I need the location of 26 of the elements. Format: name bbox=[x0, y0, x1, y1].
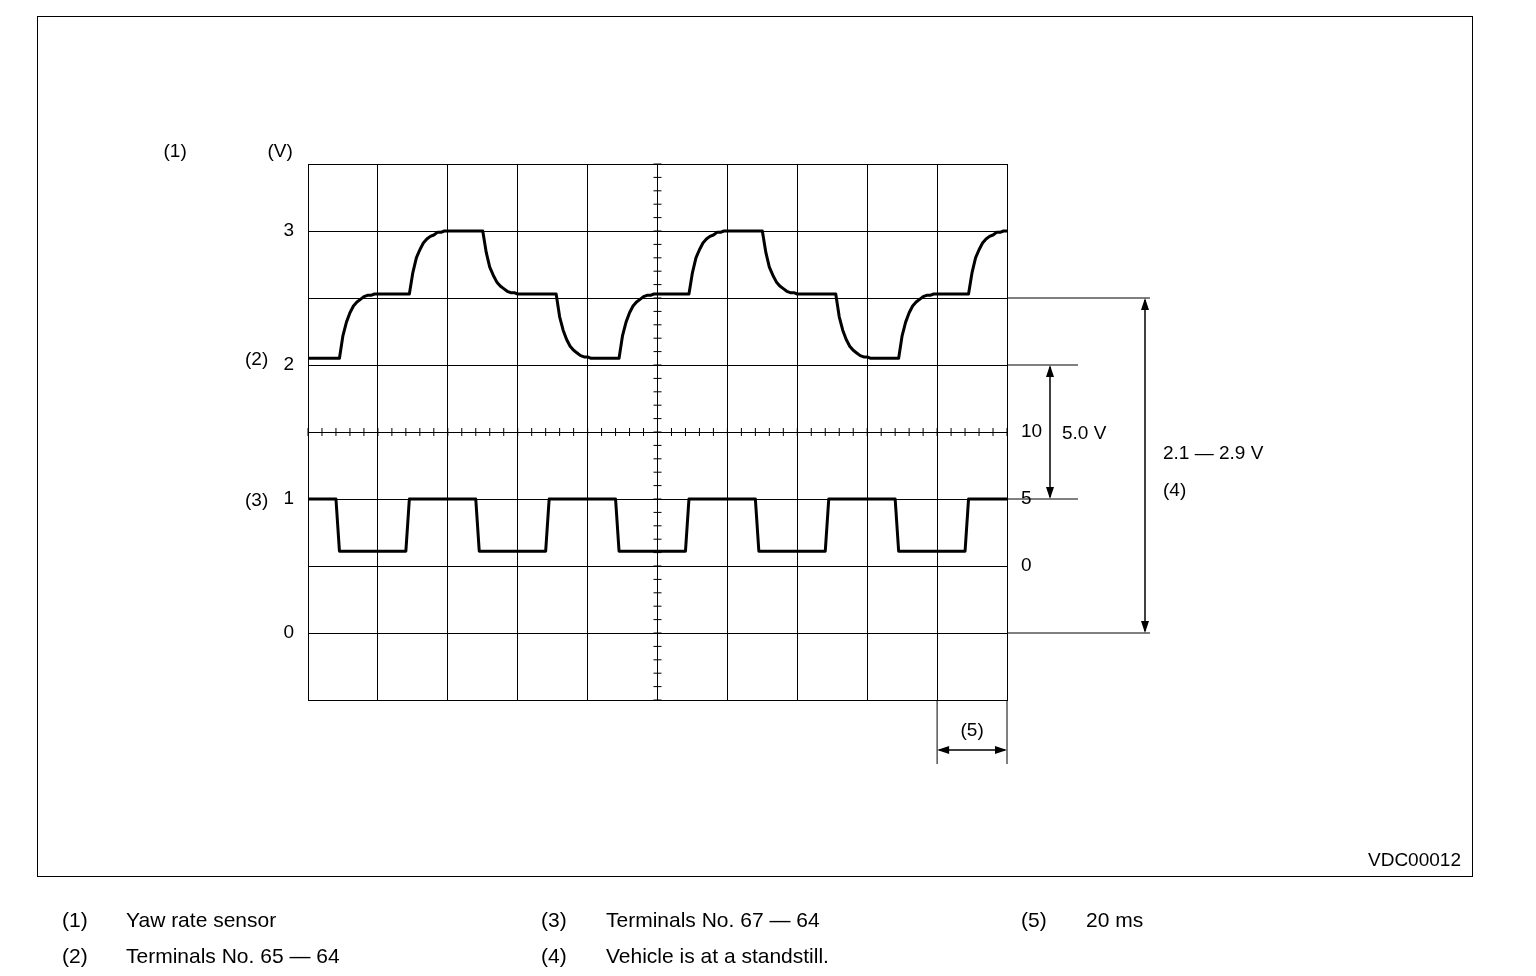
text: Yaw rate sensor bbox=[126, 907, 277, 931]
text: (3) bbox=[245, 488, 269, 510]
y2-tick-label: 0 bbox=[1021, 554, 1032, 576]
text: VDC00012 bbox=[1368, 848, 1461, 870]
text: Terminals No. 67 — 64 bbox=[606, 907, 820, 931]
text: (3) bbox=[541, 907, 567, 931]
chart-title: (1) bbox=[163, 139, 187, 161]
y-tick-label: 1 bbox=[283, 487, 294, 509]
y-axis-title: (V) bbox=[267, 139, 293, 161]
text: Vehicle is at a standstill. bbox=[606, 943, 829, 967]
text: (2) bbox=[245, 347, 269, 369]
y-tick-label: 3 bbox=[283, 219, 294, 241]
text: 2.1 — 2.9 V bbox=[1163, 441, 1264, 463]
text: 5.0 V bbox=[1062, 421, 1107, 443]
y2-tick-label: 10 bbox=[1021, 420, 1043, 442]
y-tick-label: 2 bbox=[283, 353, 294, 375]
y2-tick-label: 5 bbox=[1021, 487, 1032, 509]
text: Terminals No. 65 — 64 bbox=[126, 943, 340, 967]
text: (4) bbox=[1163, 478, 1187, 500]
y-tick-label: 0 bbox=[283, 621, 294, 643]
text: (5) bbox=[960, 718, 984, 740]
text: (4) bbox=[541, 943, 567, 967]
text: (2) bbox=[62, 943, 88, 967]
text: (1) bbox=[62, 907, 88, 931]
text: 20 ms bbox=[1086, 907, 1144, 931]
text: (5) bbox=[1021, 907, 1047, 931]
